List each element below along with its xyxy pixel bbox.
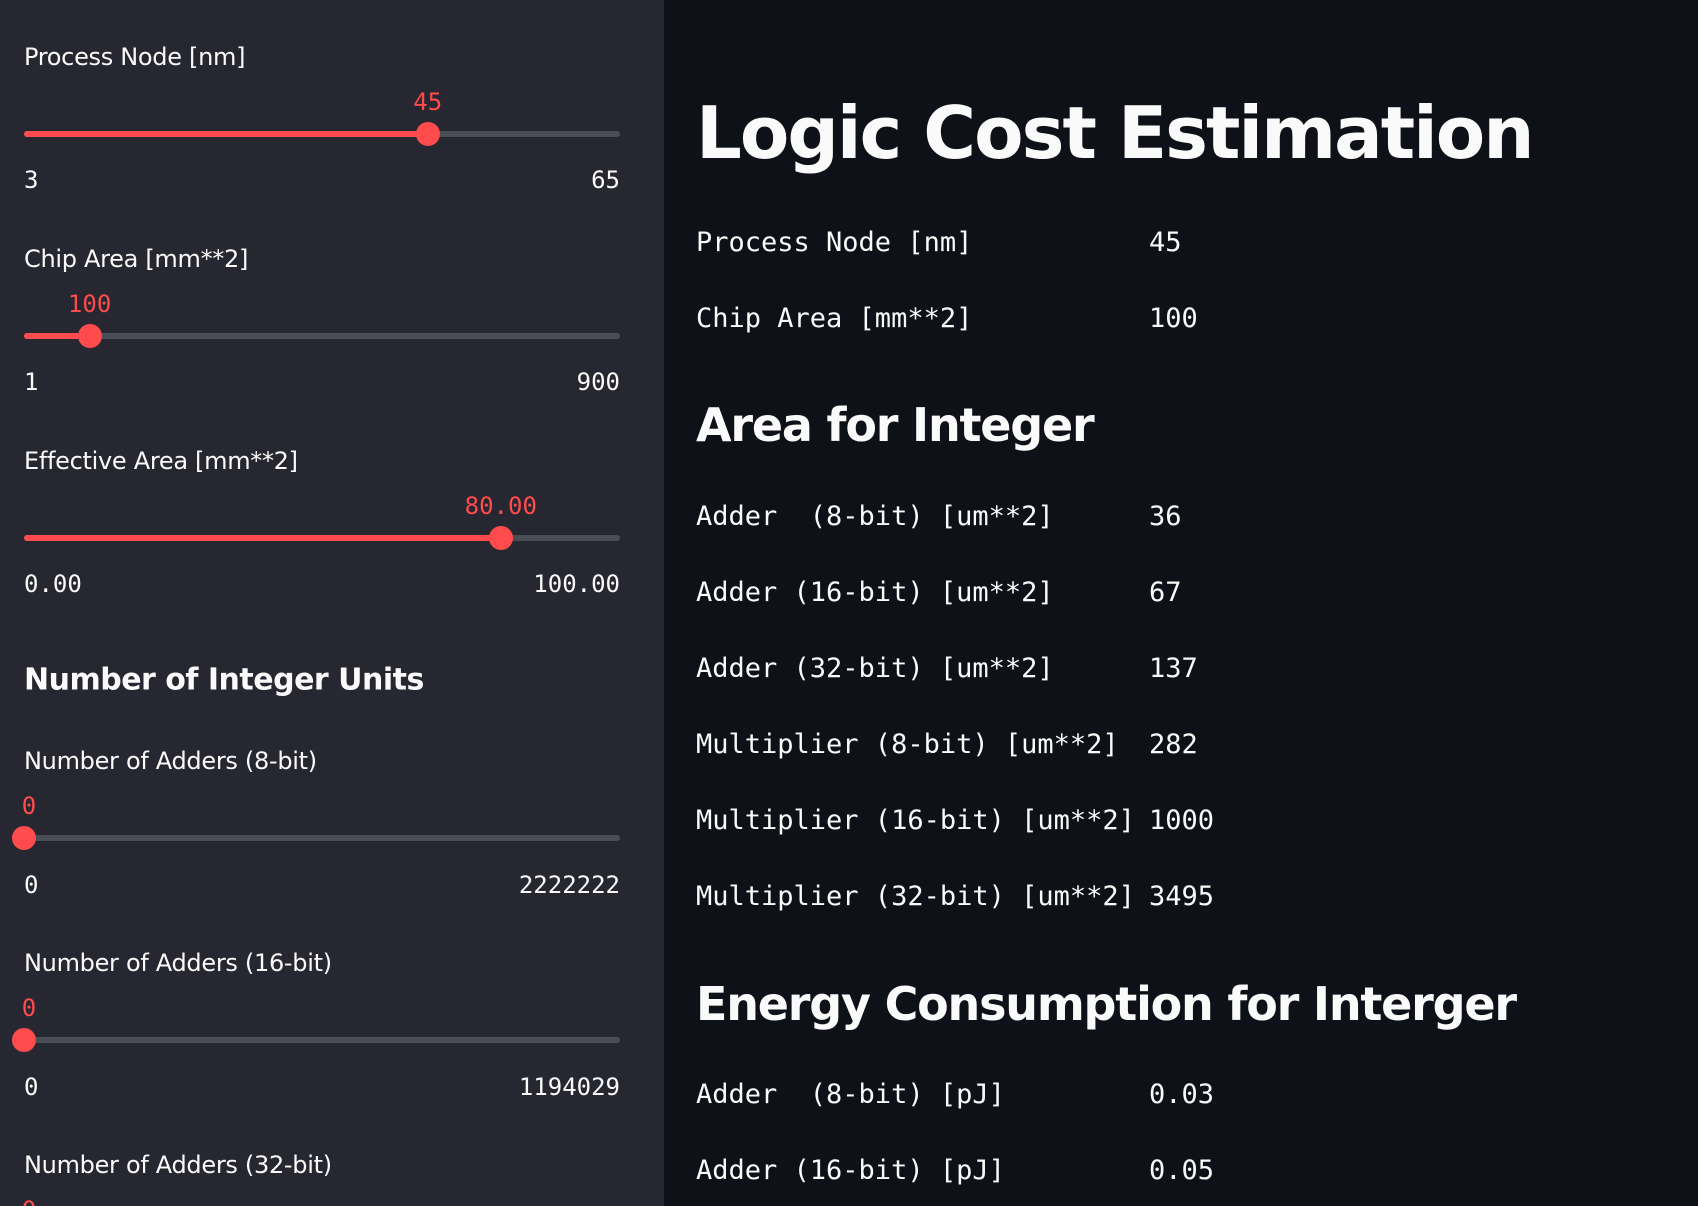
main-content: Logic Cost Estimation Process Node [nm] … <box>664 0 1698 1206</box>
row-value: 3495 <box>1149 881 1215 912</box>
slider-handle[interactable] <box>12 1028 36 1052</box>
row-key: Adder (16-bit) [um**2] <box>696 577 1054 608</box>
area-row: Multiplier (32-bit) [um**2] 3495 <box>696 877 1214 917</box>
slider-min-label: 1 <box>24 368 39 396</box>
row-value: 0.05 <box>1149 1155 1215 1186</box>
slider-label: Number of Adders (8-bit) <box>24 747 317 775</box>
slider-value: 80.00 <box>464 492 537 520</box>
slider-label: Number of Adders (32-bit) <box>24 1151 332 1179</box>
slider-handle[interactable] <box>77 324 102 348</box>
summary-row: Process Node [nm] 45 <box>696 223 1182 263</box>
slider-fill <box>24 535 501 541</box>
chip-area-slider: Chip Area [mm**2] 100 1 900 <box>24 245 620 459</box>
slider-min-label: 0 <box>24 1073 39 1101</box>
row-value: 1000 <box>1149 805 1215 836</box>
row-key: Multiplier (8-bit) [um**2] <box>696 729 1119 760</box>
slider-track[interactable] <box>12 1028 620 1052</box>
row-key: Adder (8-bit) [pJ] <box>696 1079 1005 1110</box>
slider-max-label: 65 <box>591 166 620 194</box>
slider-value: 100 <box>67 290 112 318</box>
row-key: Adder (8-bit) [um**2] <box>696 501 1054 532</box>
slider-fill <box>24 131 428 137</box>
energy-row: Adder (16-bit) [pJ] 0.05 <box>696 1151 1214 1191</box>
slider-max-label: 100.00 <box>533 570 620 598</box>
row-value: 0.03 <box>1149 1079 1215 1110</box>
slider-label: Process Node [nm] <box>24 43 246 71</box>
slider-min-label: 0 <box>24 871 39 899</box>
adders-8bit-slider: Number of Adders (8-bit) 0 0 2222222 <box>12 747 620 961</box>
row-key: Multiplier (16-bit) [um**2] <box>696 805 1135 836</box>
slider-fill <box>24 333 90 339</box>
sidebar: Process Node [nm] 45 3 65 Chip Area [mm*… <box>0 0 664 1206</box>
summary-row: Chip Area [mm**2] 100 <box>696 299 1198 339</box>
row-key: Multiplier (32-bit) [um**2] <box>696 881 1135 912</box>
row-value: 67 <box>1149 577 1182 608</box>
slider-handle[interactable] <box>12 826 36 850</box>
slider-max-label: 1194029 <box>518 1073 620 1101</box>
area-row: Adder (32-bit) [um**2] 137 <box>696 649 1198 689</box>
area-row: Adder (16-bit) [um**2] 67 <box>696 573 1182 613</box>
slider-min-label: 0.00 <box>24 570 82 598</box>
row-key: Adder (16-bit) [pJ] <box>696 1155 1005 1186</box>
process-node-slider: Process Node [nm] 45 3 65 <box>24 43 620 257</box>
slider-track[interactable] <box>24 324 620 348</box>
slider-value: 0 <box>21 792 37 820</box>
area-row: Multiplier (8-bit) [um**2] 282 <box>696 725 1198 765</box>
slider-max-label: 900 <box>576 368 620 396</box>
row-value: 45 <box>1149 227 1182 258</box>
row-key: Process Node [nm] <box>696 227 973 258</box>
slider-handle[interactable] <box>488 526 513 550</box>
slider-track[interactable] <box>24 122 620 146</box>
row-value: 36 <box>1149 501 1182 532</box>
slider-min-label: 3 <box>24 166 39 194</box>
effective-area-slider: Effective Area [mm**2] 80.00 0.00 100.00 <box>24 447 620 661</box>
slider-value: 0 <box>21 994 37 1022</box>
integer-units-heading: Number of Integer Units <box>24 662 424 698</box>
adders-32bit-slider: Number of Adders (32-bit) 0 <box>22 1151 620 1206</box>
slider-label: Effective Area [mm**2] <box>24 447 298 475</box>
slider-value: 0 <box>22 1196 36 1206</box>
slider-label: Number of Adders (16-bit) <box>24 949 332 977</box>
slider-label: Chip Area [mm**2] <box>24 245 249 273</box>
slider-max-label: 2222222 <box>518 871 620 899</box>
slider-handle[interactable] <box>415 122 440 146</box>
page-title: Logic Cost Estimation <box>696 91 1535 175</box>
row-value: 137 <box>1149 653 1198 684</box>
area-row: Adder (8-bit) [um**2] 36 <box>696 497 1182 537</box>
row-key: Adder (32-bit) [um**2] <box>696 653 1054 684</box>
adders-16bit-slider: Number of Adders (16-bit) 0 0 1194029 <box>12 949 620 1163</box>
area-row: Multiplier (16-bit) [um**2] 1000 <box>696 801 1214 841</box>
area-section-heading: Area for Integer <box>696 398 1095 452</box>
energy-section-heading: Energy Consumption for Interger <box>696 977 1517 1031</box>
row-value: 282 <box>1149 729 1198 760</box>
row-value: 100 <box>1149 303 1198 334</box>
slider-track[interactable] <box>12 826 620 850</box>
slider-value: 45 <box>413 88 443 116</box>
energy-row: Adder (8-bit) [pJ] 0.03 <box>696 1075 1214 1115</box>
row-key: Chip Area [mm**2] <box>696 303 973 334</box>
slider-track[interactable] <box>24 526 620 550</box>
